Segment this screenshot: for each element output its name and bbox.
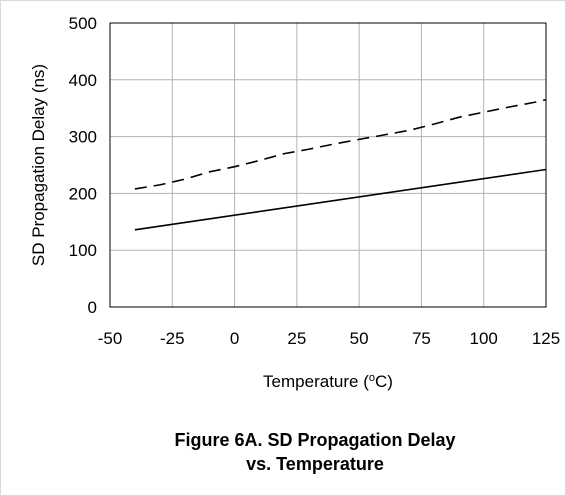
caption-line-1: Figure 6A. SD Propagation Delay (174, 430, 456, 450)
x-tick-label-2: 0 (230, 329, 239, 348)
y-tick-label-2: 200 (69, 184, 97, 203)
series-line-solid (134, 168, 547, 231)
chart: 0 100 200 300 400 500 -50 -25 0 25 50 75 100 125 SD … (29, 14, 560, 391)
x-axis-label-suffix: C) (375, 372, 393, 391)
y-tick-label-5: 500 (69, 14, 97, 33)
series-line-dashed (134, 98, 547, 190)
x-tick-label-6: 100 (470, 329, 498, 348)
series-group (134, 98, 547, 231)
x-tick-label-1: -25 (160, 329, 185, 348)
x-tick-label-0: -50 (98, 329, 123, 348)
figure-caption: Figure 6A. SD Propagation Delay vs. Temp… (120, 428, 510, 476)
x-tick-label-5: 75 (412, 329, 431, 348)
grid (109, 22, 547, 308)
x-axis-label: Temperature (oC) (263, 372, 393, 391)
y-tick-label-1: 100 (69, 241, 97, 260)
x-tick-label-3: 25 (287, 329, 306, 348)
y-tick-label-0: 0 (88, 298, 97, 317)
caption-line-2: vs. Temperature (246, 454, 384, 474)
x-tick-label-4: 50 (350, 329, 369, 348)
x-axis-label-superscript: o (369, 372, 375, 384)
y-tick-labels: 0 100 200 300 400 500 (69, 14, 97, 317)
y-tick-label-3: 300 (69, 128, 97, 147)
y-axis-label: SD Propagation Delay (ns) (29, 64, 48, 266)
plot-border (109, 22, 547, 308)
x-axis-label-prefix: Temperature ( (263, 372, 369, 391)
x-tick-label-7: 125 (532, 329, 560, 348)
x-tick-labels: -50 -25 0 25 50 75 100 125 (98, 329, 560, 348)
y-tick-label-4: 400 (69, 71, 97, 90)
